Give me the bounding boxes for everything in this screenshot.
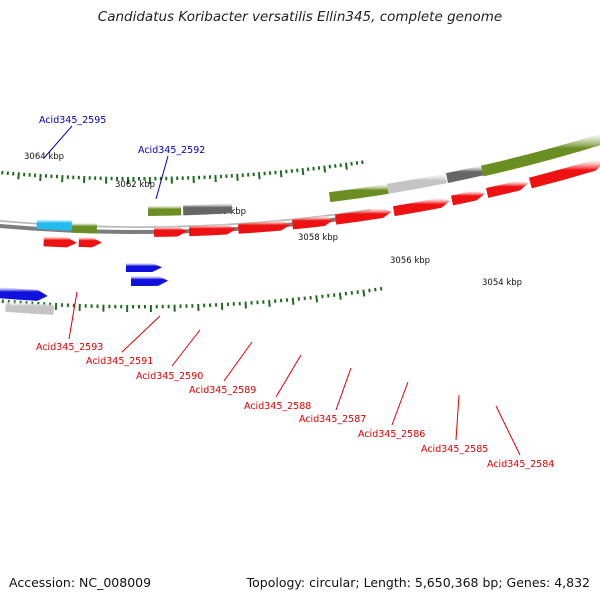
label-leader-line — [275, 354, 302, 398]
gene-cyan — [36, 218, 72, 231]
scale-tick-outer — [338, 292, 342, 300]
scale-label: 3058 kbp — [298, 233, 338, 243]
gene-label-acid345_2587: Acid345_2587 — [299, 414, 366, 425]
gene-red-i — [451, 190, 486, 206]
gene-red-h — [393, 197, 450, 217]
gene-red-k — [529, 160, 600, 189]
scale-tick-inner — [17, 172, 20, 180]
scale-tick-inner — [258, 172, 261, 180]
scale-tick-inner — [301, 168, 305, 176]
label-leader-line — [43, 125, 73, 159]
gene-red-f — [292, 216, 334, 230]
scale-tick-outer — [374, 287, 377, 292]
scale-tick-inner — [355, 161, 359, 165]
gene-olive-2584 — [481, 133, 600, 177]
scale-label: 3062 kbp — [115, 180, 155, 190]
gene-olive-2587 — [329, 183, 389, 203]
scale-tick-outer — [362, 289, 366, 297]
label-leader-line — [495, 405, 521, 456]
label-leader-line — [68, 291, 78, 340]
gene-label-acid345_2584: Acid345_2584 — [487, 459, 554, 470]
gene-label-acid345_2588: Acid345_2588 — [244, 401, 311, 412]
scale-tick-outer — [291, 297, 295, 305]
accession-text: Accession: NC_008009 — [9, 575, 152, 590]
label-leader-line — [223, 341, 253, 382]
gene-label-acid345_2592: Acid345_2592 — [138, 145, 205, 156]
scale-tick-inner — [361, 160, 364, 165]
gene-dark-gray-2585 — [446, 165, 484, 183]
gene-olive-2593 — [71, 222, 97, 234]
label-leader-line — [335, 367, 352, 411]
gene-label-acid345_2585: Acid345_2585 — [421, 444, 488, 455]
label-leader-line — [155, 155, 169, 200]
label-leader-line — [121, 315, 161, 353]
topology-summary: Topology: circular; Length: 5,650,368 bp… — [246, 575, 590, 590]
gene-label-acid345_2595: Acid345_2595 — [39, 115, 106, 126]
gene-olive-2591 — [148, 205, 182, 216]
gene-red-j — [486, 180, 529, 198]
gene-label-acid345_2586: Acid345_2586 — [358, 429, 425, 440]
scale-label: 3064 kbp — [24, 152, 64, 162]
scale-tick-outer — [268, 299, 271, 307]
scale-tick-inner — [323, 165, 327, 173]
gene-blue-2595 — [0, 287, 48, 301]
gene-red-e — [238, 220, 291, 234]
scale-tick-outer — [315, 295, 319, 303]
gene-label-acid345_2590: Acid345_2590 — [136, 371, 203, 382]
scale-label: 3056 kbp — [390, 256, 430, 266]
gene-red-g — [335, 208, 392, 225]
scale-tick-outer — [379, 286, 383, 291]
gene-label-acid345_2593: Acid345_2593 — [36, 342, 103, 353]
label-leader-line — [391, 381, 409, 426]
gene-dark-gray-2590 — [183, 203, 233, 216]
gene-red-d — [189, 224, 237, 237]
gene-light-gray-top — [5, 301, 54, 315]
scale-tick-inner — [279, 170, 283, 178]
label-leader-line — [171, 329, 201, 367]
label-leader-line — [455, 394, 460, 441]
gene-blue-2592-a — [130, 275, 169, 286]
gene-red-b — [78, 236, 102, 248]
map-title: Candidatus Koribacter versatilis Ellin34… — [97, 9, 503, 25]
scale-tick-inner — [344, 162, 348, 170]
gene-red-a — [43, 236, 77, 248]
gene-label-acid345_2591: Acid345_2591 — [86, 356, 153, 367]
gene-light-gray-2586 — [387, 173, 447, 194]
scale-label: 3054 kbp — [482, 278, 522, 288]
gene-label-acid345_2589: Acid345_2589 — [189, 385, 256, 396]
gene-red-c — [154, 226, 188, 237]
gene-blue-2592-b — [125, 262, 163, 272]
backbone-inner — [0, 208, 372, 228]
